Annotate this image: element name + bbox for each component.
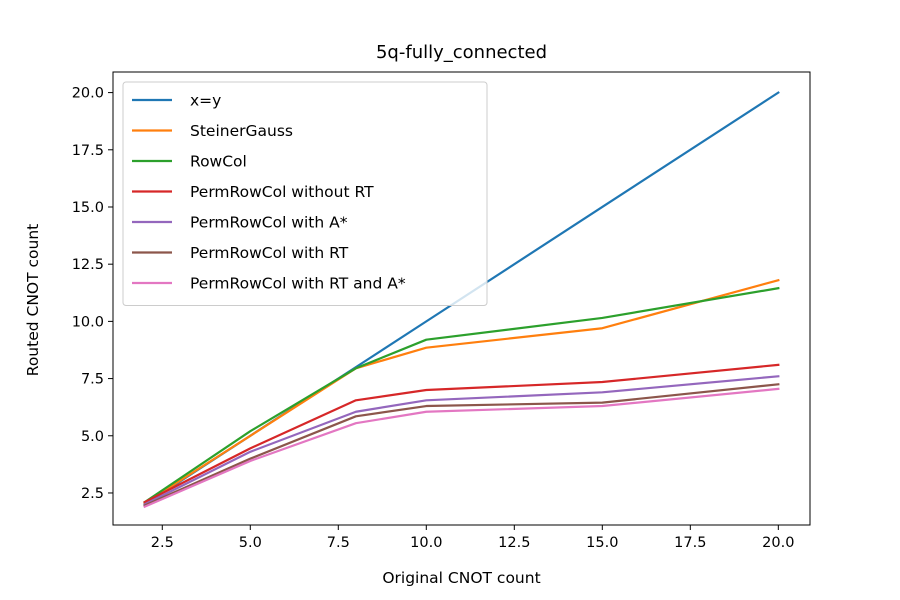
x-axis-label: Original CNOT count: [382, 569, 540, 587]
legend-box: [122, 81, 488, 306]
legend: x=y SteinerGauss RowCol PermRowCol without …: [122, 81, 488, 306]
series-line-3: [143, 363, 780, 504]
legend-label-4: PermRowCol with A*: [190, 214, 348, 232]
y-tick-label: 12.5: [72, 257, 104, 273]
y-tick-label: 17.5: [72, 143, 104, 159]
chart-title: 5q-fully_connected: [376, 42, 547, 63]
y-tick-label: 5.0: [81, 429, 104, 445]
x-tick-label: 2.5: [151, 535, 174, 551]
axes: 2.5 5.0 7.5 10.0 12.5 15.0 17.5 20.0 2.5 5.0 7.5 10…: [72, 71, 811, 551]
legend-label-5: PermRowCol with RT: [190, 244, 349, 262]
axes-frame: [112, 71, 811, 526]
series-line-6: [143, 387, 780, 509]
x-tick-label: 5.0: [239, 535, 262, 551]
series-line-2: [143, 286, 780, 504]
y-tick-label: 2.5: [81, 486, 104, 502]
y-tick-label: 20.0: [72, 86, 104, 102]
plot-lines: [143, 91, 780, 509]
y-axis-label: Routed CNOT count: [24, 224, 42, 377]
y-tick-label: 7.5: [81, 372, 104, 388]
x-tick-label: 10.0: [410, 535, 442, 551]
series-line-4: [143, 375, 780, 506]
x-tick-label: 20.0: [762, 535, 794, 551]
legend-label-6: PermRowCol with RT and A*: [190, 275, 406, 293]
x-tick-label: 7.5: [327, 535, 350, 551]
series-line-5: [143, 383, 780, 508]
legend-label-0: x=y: [190, 92, 221, 110]
y-tick-label: 15.0: [72, 200, 104, 216]
x-tick-label: 17.5: [674, 535, 706, 551]
legend-label-1: SteinerGauss: [190, 122, 293, 140]
legend-label-2: RowCol: [190, 153, 247, 171]
x-tick-label: 15.0: [586, 535, 618, 551]
legend-label-3: PermRowCol without RT: [190, 183, 374, 201]
x-tick-label: 12.5: [498, 535, 530, 551]
y-tick-label: 10.0: [72, 314, 104, 330]
series-line-1: [143, 278, 780, 505]
